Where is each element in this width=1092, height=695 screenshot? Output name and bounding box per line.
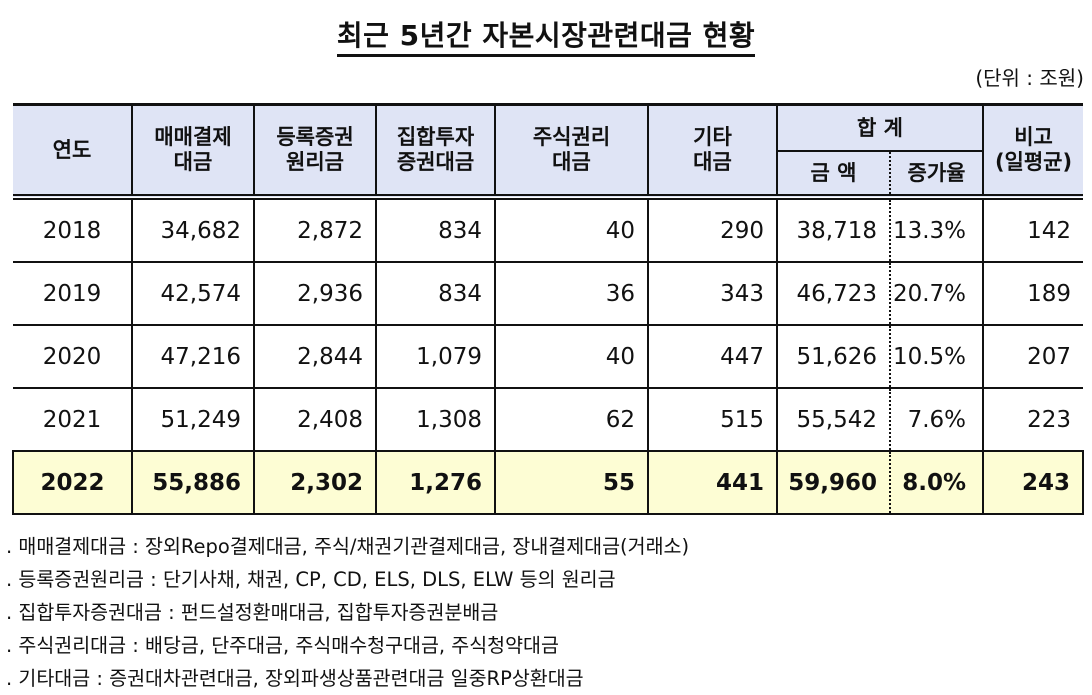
header-year: 연도	[13, 103, 133, 200]
header-total-growth: 증가율	[888, 150, 985, 200]
header-trade-settlement: 매매결제 대금	[131, 103, 255, 200]
footnote: . 집합투자증권대금 : 펀드설정환매대금, 집합투자증권분배금	[6, 601, 499, 624]
capital-market-table: 연도 매매결제 대금 등록증권 원리금 집합투자 증권대금 주식권리 대금 기타 대금 합…	[12, 103, 1085, 515]
cell-other: 515	[647, 387, 778, 452]
cell-other: 290	[647, 196, 778, 263]
table-row: 2018 34,682 2,872 834 40 290 38,718 13.3…	[13, 196, 1084, 263]
header-remarks: 비고 (일평균)	[982, 103, 1084, 200]
header-collective-investment: 집합투자 증권대금	[375, 103, 496, 200]
cell-total-amount: 59,960	[776, 450, 891, 515]
footnote: . 매매결제대금 : 장외Repo결제대금, 주식/채권기관결제대금, 장내결제…	[6, 535, 690, 558]
cell-registered-securities: 2,302	[253, 450, 377, 515]
cell-total-growth: 13.3%	[888, 196, 985, 263]
cell-stock-rights: 36	[494, 261, 649, 326]
cell-stock-rights: 40	[494, 196, 649, 263]
table-row: 2019 42,574 2,936 834 36 343 46,723 20.7…	[13, 261, 1084, 326]
cell-year: 2018	[13, 196, 133, 263]
cell-stock-rights: 62	[494, 387, 649, 452]
cell-remarks: 223	[982, 387, 1084, 452]
cell-collective-investment: 834	[375, 196, 496, 263]
header-stock-rights: 주식권리 대금	[494, 103, 649, 200]
header-registered-securities: 등록증권 원리금	[253, 103, 377, 200]
cell-collective-investment: 1,308	[375, 387, 496, 452]
cell-other: 441	[647, 450, 778, 515]
page-title: 최근 5년간 자본시장관련대금 현황	[0, 18, 1092, 57]
cell-collective-investment: 834	[375, 261, 496, 326]
cell-year: 2021	[13, 387, 133, 452]
cell-remarks: 207	[982, 324, 1084, 389]
cell-stock-rights: 55	[494, 450, 649, 515]
cell-trade-settlement: 55,886	[131, 450, 255, 515]
cell-other: 343	[647, 261, 778, 326]
cell-other: 447	[647, 324, 778, 389]
header-total-group: 합 계	[775, 103, 985, 152]
page-title-text: 최근 5년간 자본시장관련대금 현황	[336, 18, 756, 57]
cell-registered-securities: 2,936	[253, 261, 377, 326]
cell-registered-securities: 2,844	[253, 324, 377, 389]
cell-total-growth: 20.7%	[888, 261, 985, 326]
footnotes: . 매매결제대금 : 장외Repo결제대금, 주식/채권기관결제대금, 장내결제…	[6, 530, 689, 695]
header-total-amount: 금 액	[776, 150, 891, 200]
table-row: 2020 47,216 2,844 1,079 40 447 51,626 10…	[13, 324, 1084, 389]
cell-registered-securities: 2,872	[253, 196, 377, 263]
cell-trade-settlement: 34,682	[131, 196, 255, 263]
cell-total-amount: 46,723	[776, 261, 891, 326]
cell-trade-settlement: 47,216	[131, 324, 255, 389]
cell-collective-investment: 1,079	[375, 324, 496, 389]
cell-trade-settlement: 51,249	[131, 387, 255, 452]
cell-total-growth: 8.0%	[888, 450, 985, 515]
footnote: . 기타대금 : 증권대차관련대금, 장외파생상품관련대금 일중RP상환대금	[6, 667, 584, 690]
header-other: 기타 대금	[647, 103, 778, 200]
cell-remarks: 142	[982, 196, 1084, 263]
cell-year: 2020	[13, 324, 133, 389]
cell-year: 2019	[13, 261, 133, 326]
unit-label: (단위 : 조원)	[975, 66, 1084, 90]
cell-total-growth: 7.6%	[888, 387, 985, 452]
cell-remarks: 189	[982, 261, 1084, 326]
cell-year: 2022	[12, 450, 133, 515]
footnote: . 주식권리대금 : 배당금, 단주대금, 주식매수청구대금, 주식청약대금	[6, 634, 559, 657]
cell-trade-settlement: 42,574	[131, 261, 255, 326]
cell-total-amount: 55,542	[776, 387, 891, 452]
cell-total-growth: 10.5%	[888, 324, 985, 389]
cell-total-amount: 38,718	[776, 196, 891, 263]
cell-remarks: 243	[982, 450, 1085, 515]
cell-stock-rights: 40	[494, 324, 649, 389]
cell-collective-investment: 1,276	[375, 450, 496, 515]
footnote: . 등록증권원리금 : 단기사채, 채권, CP, CD, ELS, DLS, …	[6, 568, 616, 591]
table-row: 2021 51,249 2,408 1,308 62 515 55,542 7.…	[13, 387, 1084, 452]
cell-total-amount: 51,626	[776, 324, 891, 389]
table-row-highlighted: 2022 55,886 2,302 1,276 55 441 59,960 8.…	[12, 450, 1085, 515]
cell-registered-securities: 2,408	[253, 387, 377, 452]
